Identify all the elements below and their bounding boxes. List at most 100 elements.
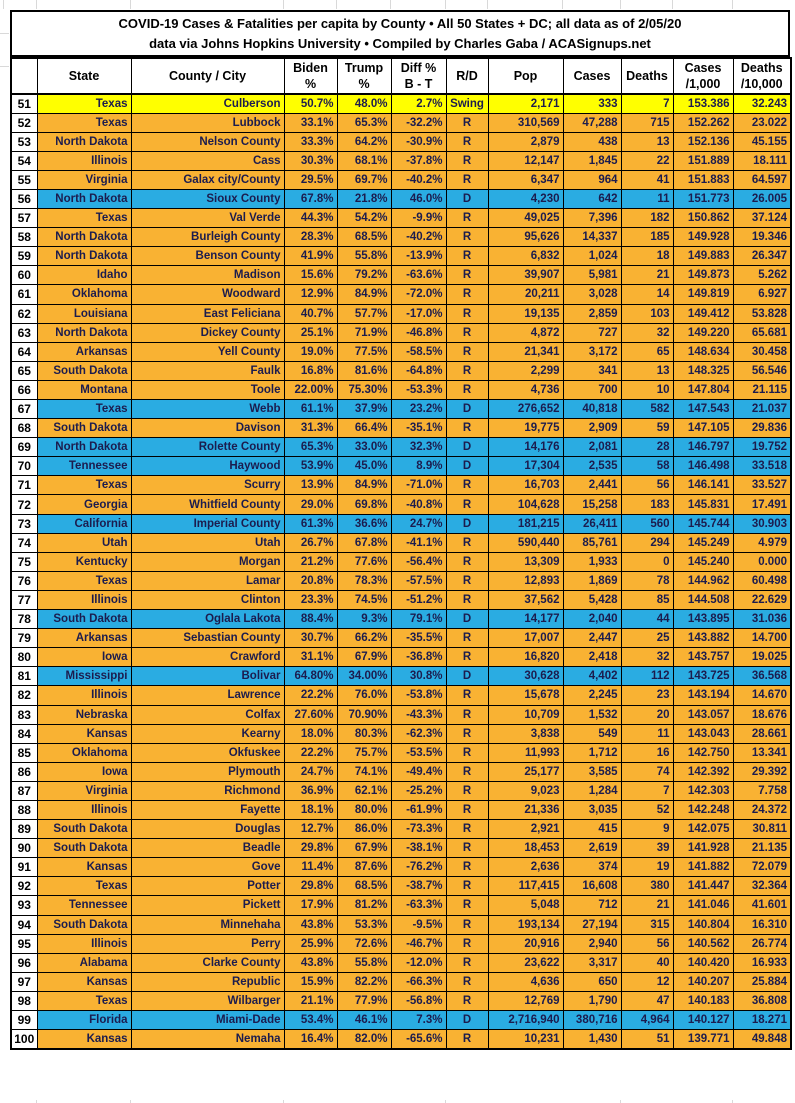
spreadsheet-gridline	[0, 66, 9, 67]
cell-trump_pct: 78.3%	[336, 570, 392, 591]
cell-rank: 78	[10, 609, 38, 630]
table-row: 60 Idaho Madison 15.6% 79.2% -63.6% R 39,907 5,9…	[10, 265, 792, 286]
spreadsheet-gridline	[732, 0, 733, 9]
cell-state: Nebraska	[36, 704, 132, 725]
header-party: R/D	[445, 57, 489, 95]
cell-diff_pct: -35.5%	[390, 628, 447, 649]
cell-trump_pct: 82.2%	[336, 971, 392, 992]
cell-pop: 39,907	[487, 265, 564, 286]
cell-deaths_per_10000: 49.848	[732, 1029, 792, 1050]
cell-trump_pct: 33.0%	[336, 437, 392, 458]
spreadsheet-gridline	[36, 1100, 37, 1103]
cell-diff_pct: -73.3%	[390, 819, 447, 840]
cell-pop: 37,562	[487, 589, 564, 611]
cell-deaths_per_10000: 18.271	[732, 1009, 792, 1031]
cell-deaths: 13	[620, 360, 674, 381]
cell-diff_pct: -71.0%	[390, 475, 447, 496]
cell-diff_pct: -40.8%	[390, 494, 447, 515]
cell-county: Cass	[130, 150, 285, 171]
cell-diff_pct: -41.1%	[390, 532, 447, 553]
cell-biden_pct: 22.2%	[283, 742, 338, 763]
cell-cases_per_1000: 145.249	[672, 532, 734, 553]
cell-party: R	[445, 475, 489, 496]
cell-county: Sebastian County	[130, 628, 285, 649]
cell-pop: 181,215	[487, 513, 564, 534]
cell-diff_pct: -51.2%	[390, 589, 447, 611]
cell-party: R	[445, 379, 489, 401]
cell-rank: 83	[10, 704, 38, 725]
cell-state: Illinois	[36, 933, 132, 954]
cell-deaths_per_10000: 4.979	[732, 532, 792, 553]
cell-deaths_per_10000: 37.124	[732, 208, 792, 229]
cell-diff_pct: -32.2%	[390, 112, 447, 133]
cell-rank: 98	[10, 990, 38, 1012]
cell-cases_per_1000: 153.386	[672, 93, 734, 114]
cell-state: North Dakota	[36, 188, 132, 210]
cell-deaths_per_10000: 26.005	[732, 188, 792, 210]
cell-deaths: 182	[620, 208, 674, 229]
cell-biden_pct: 30.7%	[283, 628, 338, 649]
table-row: 93 Tennessee Pickett 17.9% 81.2% -63.3% R 5,048…	[10, 895, 792, 916]
cell-party: R	[445, 494, 489, 515]
cell-rank: 67	[10, 398, 38, 420]
cell-party: R	[445, 876, 489, 897]
cell-rank: 70	[10, 456, 38, 477]
spreadsheet-gridline	[283, 0, 284, 9]
cell-pop: 19,775	[487, 418, 564, 439]
cell-state: North Dakota	[36, 227, 132, 248]
cell-diff_pct: -57.5%	[390, 570, 447, 591]
cell-cases: 3,172	[562, 341, 622, 362]
cell-trump_pct: 77.9%	[336, 990, 392, 1012]
table-row: 54 Illinois Cass 30.3% 68.1% -37.8% R 12,147 1,8…	[10, 150, 792, 171]
spreadsheet-gridline	[487, 0, 488, 9]
cell-party: D	[445, 437, 489, 458]
cell-trump_pct: 67.8%	[336, 532, 392, 553]
cell-cases_per_1000: 149.819	[672, 284, 734, 305]
cell-trump_pct: 45.0%	[336, 456, 392, 477]
cell-biden_pct: 61.3%	[283, 513, 338, 534]
cell-rank: 85	[10, 742, 38, 763]
cell-biden_pct: 20.8%	[283, 570, 338, 591]
cell-state: South Dakota	[36, 360, 132, 381]
cell-county: Clinton	[130, 589, 285, 611]
cell-cases: 712	[562, 895, 622, 916]
cell-deaths: 21	[620, 895, 674, 916]
header-deaths-per-10000: Deaths /10,000	[732, 57, 792, 95]
cell-state: Texas	[36, 990, 132, 1012]
cell-cases_per_1000: 147.543	[672, 398, 734, 420]
cell-diff_pct: -35.1%	[390, 418, 447, 439]
cell-state: Tennessee	[36, 456, 132, 477]
cell-trump_pct: 76.0%	[336, 685, 392, 706]
cell-state: Texas	[36, 475, 132, 496]
cell-county: Whitfield County	[130, 494, 285, 515]
cell-party: R	[445, 990, 489, 1012]
cell-trump_pct: 64.2%	[336, 131, 392, 152]
cell-cases_per_1000: 142.750	[672, 742, 734, 763]
cell-cases: 2,909	[562, 418, 622, 439]
cell-trump_pct: 82.0%	[336, 1029, 392, 1050]
cell-cases: 2,859	[562, 303, 622, 324]
cell-county: Faulk	[130, 360, 285, 381]
header-row: State County / City Biden % Trump % Diff…	[10, 57, 792, 95]
cell-state: North Dakota	[36, 246, 132, 267]
cell-cases: 727	[562, 322, 622, 343]
cell-trump_pct: 53.3%	[336, 914, 392, 935]
cell-rank: 73	[10, 513, 38, 534]
cell-diff_pct: -65.6%	[390, 1029, 447, 1050]
cell-rank: 55	[10, 169, 38, 190]
cell-cases: 5,428	[562, 589, 622, 611]
cell-biden_pct: 67.8%	[283, 188, 338, 210]
table-row: 84 Kansas Kearny 18.0% 80.3% -62.3% R 3,838 549 1…	[10, 723, 792, 744]
cell-state: Tennessee	[36, 895, 132, 916]
cell-state: Kentucky	[36, 551, 132, 572]
cell-pop: 590,440	[487, 532, 564, 553]
table-row: 79 Arkansas Sebastian County 30.7% 66.2% -35.…	[10, 628, 792, 649]
cell-deaths: 10	[620, 379, 674, 401]
cell-pop: 104,628	[487, 494, 564, 515]
cell-cases: 2,040	[562, 609, 622, 630]
cell-deaths: 21	[620, 265, 674, 286]
cell-trump_pct: 77.6%	[336, 551, 392, 572]
cell-rank: 65	[10, 360, 38, 381]
cell-deaths_per_10000: 24.372	[732, 799, 792, 821]
cell-rank: 75	[10, 551, 38, 572]
